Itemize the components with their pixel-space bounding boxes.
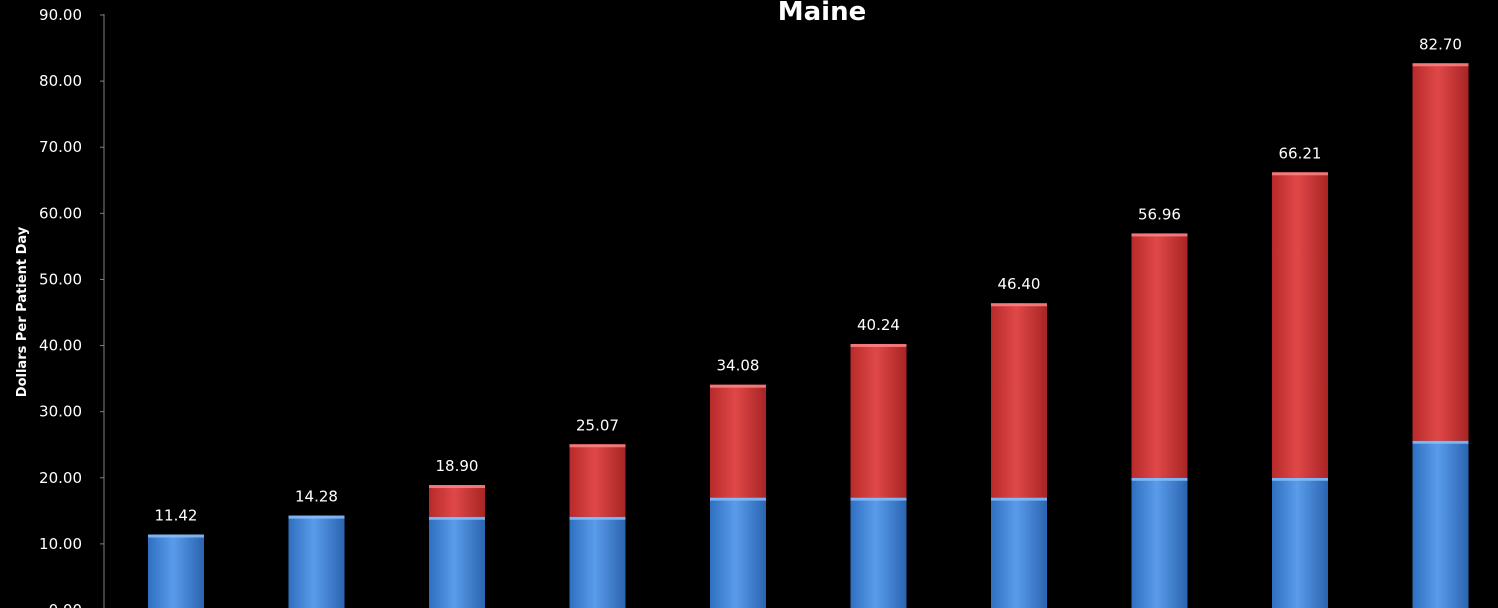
bar-segment-highlight: [850, 343, 907, 347]
y-axis-label: Dollars Per Patient Day: [15, 226, 30, 397]
bar-segment-highlight: [429, 485, 485, 489]
bar-segment-base: [850, 497, 907, 608]
bar-total-label: 18.90: [436, 457, 479, 475]
bar-segment-base: [710, 497, 766, 608]
data-labels: 11.42 14.28 18.90 25.07 34.08 40.24 46.40 56.96…: [155, 35, 1462, 524]
bar-segment-upper: [850, 343, 907, 498]
bar-segment-highlight: [288, 515, 345, 519]
bar-segment-highlight: [569, 516, 626, 520]
bar-total-label: 56.96: [1138, 205, 1181, 223]
bar-segment-highlight: [710, 497, 766, 501]
bar-segment-base: [148, 534, 204, 608]
y-tick-label: 80.00: [39, 72, 82, 90]
bar-segment-upper: [710, 384, 766, 498]
y-tick-label: 90.00: [39, 6, 82, 24]
bar-total-label: 25.07: [576, 416, 619, 434]
bar-segment-highlight: [1412, 63, 1469, 67]
y-tick-label: 60.00: [39, 204, 82, 222]
bar-segment-highlight: [710, 384, 766, 388]
bar-total-label: 34.08: [717, 357, 760, 375]
bar-total-label: 82.70: [1419, 35, 1462, 53]
bar-total-label: 66.21: [1279, 144, 1322, 162]
bar-segment-upper: [1131, 233, 1188, 478]
bar-segment-highlight: [991, 303, 1047, 307]
bar-segment-highlight: [1272, 477, 1328, 481]
bar-segment-base: [429, 516, 485, 608]
bar-segment-upper: [569, 444, 626, 517]
bar-segment-highlight: [991, 497, 1047, 501]
bar-total-label: 11.42: [155, 507, 198, 525]
y-axis-ticks: 0.00 10.00 20.00 30.00 40.00 50.00 60.00 70.00 8…: [39, 6, 104, 608]
bar-total-label: 40.24: [857, 316, 900, 334]
bar-segment-highlight: [569, 444, 626, 448]
bar-segment-highlight: [850, 497, 907, 501]
bar-segment-upper: [1272, 172, 1328, 478]
y-tick-label: 30.00: [39, 403, 82, 421]
bar-segment-base: [1412, 440, 1469, 608]
y-tick-label: 0.00: [49, 601, 82, 608]
bar-total-label: 46.40: [998, 275, 1041, 293]
y-tick-label: 70.00: [39, 138, 82, 156]
bar-segment-base: [1131, 477, 1188, 608]
y-tick-label: 10.00: [39, 535, 82, 553]
bar-segment-highlight: [429, 516, 485, 520]
bar-segment-upper: [1412, 63, 1469, 441]
bar-segment-upper: [991, 303, 1047, 498]
bar-segment-highlight: [148, 534, 204, 538]
y-tick-label: 50.00: [39, 270, 82, 288]
y-tick-label: 20.00: [39, 469, 82, 487]
bar-segment-base: [1272, 477, 1328, 608]
bar-segment-base: [991, 497, 1047, 608]
bar-segment-highlight: [1412, 440, 1469, 444]
bar-segment-base: [288, 515, 345, 608]
chart-title: Maine: [778, 0, 866, 27]
bar-segment-highlight: [1131, 233, 1188, 237]
bar-segment-highlight: [1131, 477, 1188, 481]
bar-segment-highlight: [1272, 172, 1328, 176]
bar-total-label: 14.28: [295, 488, 338, 506]
bar-group: [148, 63, 1469, 608]
bar-segment-base: [569, 516, 626, 608]
y-tick-label: 40.00: [39, 337, 82, 355]
bar-segment-upper: [429, 485, 485, 517]
